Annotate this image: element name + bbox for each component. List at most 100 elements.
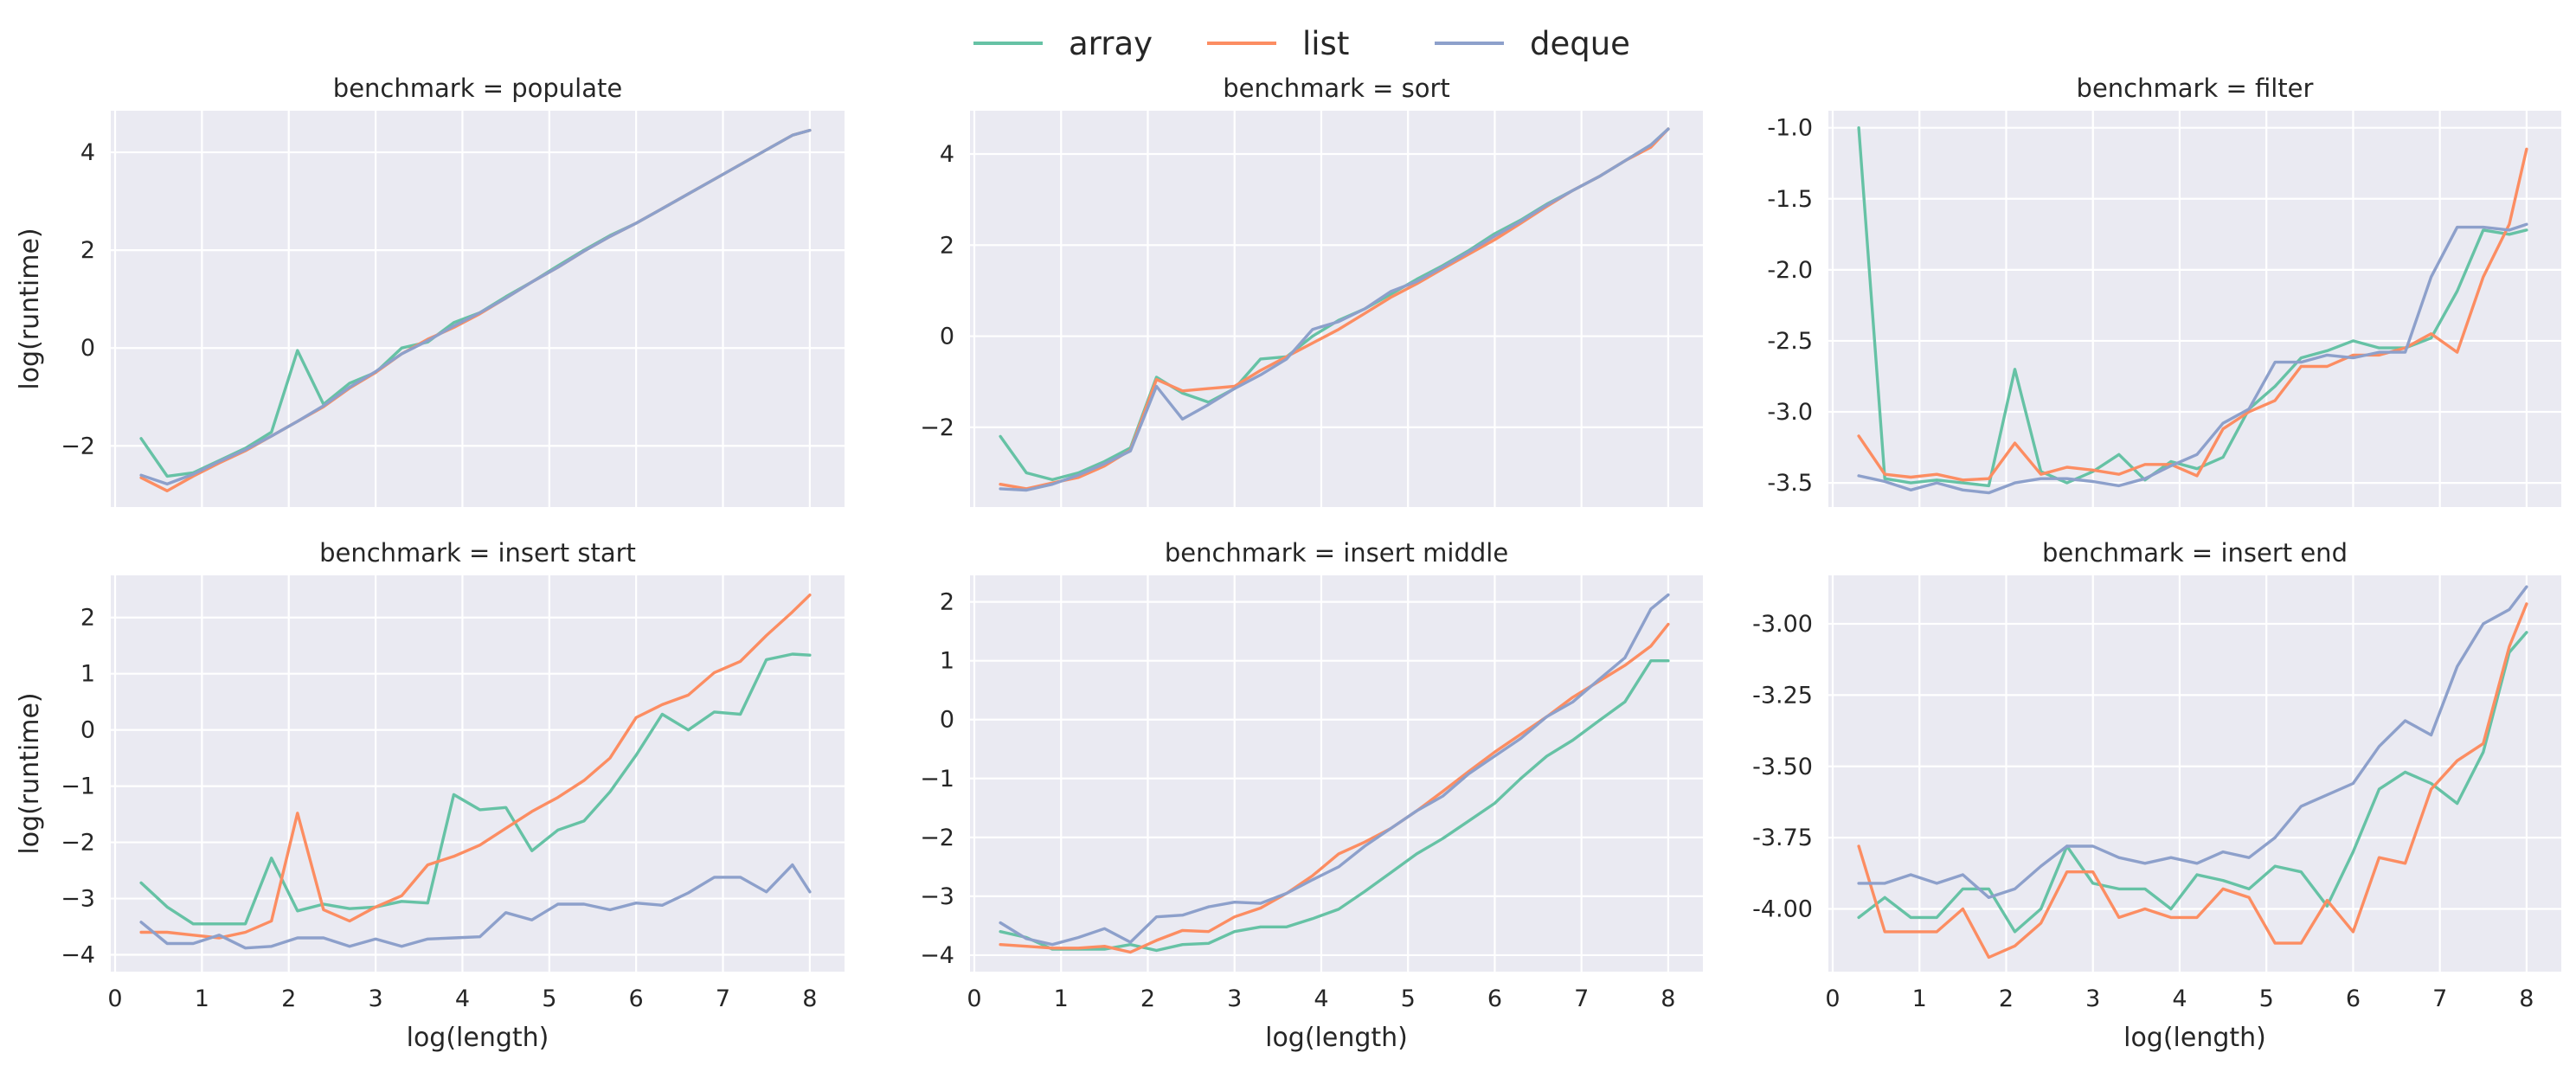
x-tick-label: 7	[716, 985, 730, 1012]
legend-item-array: array	[973, 25, 1153, 62]
x-tick-label: 3	[368, 985, 382, 1012]
y-tick-label: −1	[920, 766, 954, 793]
x-axis-label: log(length)	[407, 1023, 549, 1053]
y-tick-label: -3.5	[1767, 470, 1813, 497]
panel-title: benchmark = populate	[333, 74, 622, 103]
series-line-deque	[1857, 222, 2528, 495]
y-tick-label: −2	[920, 414, 954, 441]
x-tick-label: 5	[1401, 985, 1416, 1012]
panel-title: benchmark = insert end	[2042, 538, 2348, 568]
panel-filter: benchmark = filter -3.5 -3.0 -2.5 -2.0 -1.5 -1…	[1767, 74, 2561, 507]
y-tick-label: 1	[80, 661, 95, 688]
series-line-deque	[999, 593, 1670, 947]
y-tick-label: -3.25	[1752, 682, 1813, 709]
panel-insert-end: benchmark = insert end -4.00 -3.75 -3.50 -3.…	[1752, 538, 2561, 1053]
x-tick-label: 7	[2432, 985, 2447, 1012]
panel-populate: benchmark = populate −2 0 2 4 log(runtime)	[15, 74, 845, 507]
panel-title: benchmark = sort	[1223, 74, 1450, 103]
x-tick-label: 5	[2259, 985, 2274, 1012]
y-tick-label: 2	[940, 232, 954, 259]
y-tick-label: -2.5	[1767, 328, 1813, 355]
series-line-list	[139, 594, 812, 940]
x-tick-label: 4	[2172, 985, 2187, 1012]
x-tick-label: 0	[1825, 985, 1840, 1012]
y-tick-label: 0	[80, 335, 95, 362]
y-tick-label: 4	[80, 139, 95, 166]
y-tick-label: 0	[940, 324, 954, 350]
y-tick-label: −2	[920, 825, 954, 851]
x-tick-label: 0	[967, 985, 981, 1012]
series-line-deque	[139, 128, 812, 486]
panel-insert-start: benchmark = insert start −4 −3 −2 −1 0 1 2 0 1 2 3 4…	[15, 538, 845, 1053]
y-tick-label: -1.0	[1767, 115, 1813, 142]
x-tick-label: 0	[107, 985, 122, 1012]
x-axis-label: log(length)	[2123, 1023, 2266, 1053]
panel-title: benchmark = insert middle	[1165, 538, 1508, 568]
y-tick-label: -1.5	[1767, 186, 1813, 213]
x-tick-label: 3	[1227, 985, 1242, 1012]
plot-area	[111, 575, 845, 972]
x-tick-label: 1	[1054, 985, 1069, 1012]
legend-item-deque: deque	[1435, 25, 1630, 62]
panel-sort: benchmark = sort −2 0 2 4	[920, 74, 1703, 507]
y-tick-label: -3.75	[1752, 825, 1813, 851]
x-tick-label: 6	[629, 985, 644, 1012]
x-tick-label: 4	[455, 985, 470, 1012]
panel-title: benchmark = insert start	[319, 538, 636, 568]
y-tick-label: -3.50	[1752, 754, 1813, 780]
y-tick-label: -2.0	[1767, 257, 1813, 284]
y-tick-label: -3.00	[1752, 611, 1813, 638]
y-tick-label: 2	[80, 605, 95, 632]
panel-insert-middle: benchmark = insert middle −4 −3 −2 −1 0 1 2 0 1 2 3…	[920, 538, 1703, 1053]
chart-panels: benchmark = populate−2024log(runtime)ben…	[15, 74, 2561, 1053]
y-tick-label: −2	[61, 830, 95, 857]
y-tick-label: -3.0	[1767, 399, 1813, 426]
x-tick-label: 2	[1140, 985, 1155, 1012]
series-line-deque	[999, 127, 1670, 492]
x-tick-label: 1	[195, 985, 209, 1012]
series-line-array	[139, 652, 812, 926]
series-line-list	[1857, 147, 2528, 482]
x-tick-label: 8	[1661, 985, 1675, 1012]
legend-label-list: list	[1302, 25, 1349, 62]
legend-item-list: list	[1207, 25, 1349, 62]
x-tick-label: 6	[1487, 985, 1502, 1012]
plot-area	[970, 575, 1703, 972]
y-tick-label: −4	[920, 942, 954, 969]
y-tick-label: 1	[940, 648, 954, 675]
y-tick-label: −3	[61, 886, 95, 913]
y-axis-label: log(runtime)	[15, 692, 45, 854]
plot-area	[1828, 111, 2561, 507]
x-tick-label: 8	[802, 985, 817, 1012]
x-tick-label: 2	[1999, 985, 2014, 1012]
y-axis-label: log(runtime)	[15, 228, 45, 389]
x-tick-label: 6	[2346, 985, 2361, 1012]
plot-area	[970, 111, 1703, 507]
y-tick-label: −2	[61, 433, 95, 459]
y-tick-label: 0	[80, 717, 95, 744]
y-tick-label: −1	[61, 774, 95, 800]
x-tick-label: 8	[2519, 985, 2534, 1012]
y-tick-label: −4	[61, 942, 95, 969]
x-tick-label: 7	[1574, 985, 1589, 1012]
series-line-array	[1857, 631, 2528, 934]
plot-area	[111, 111, 845, 507]
legend-label-array: array	[1069, 25, 1153, 62]
legend-label-deque: deque	[1530, 25, 1630, 62]
panel-title: benchmark = filter	[2077, 74, 2314, 103]
series-line-array	[1857, 125, 2528, 488]
y-tick-label: -4.00	[1752, 896, 1813, 923]
x-tick-label: 5	[542, 985, 556, 1012]
x-tick-label: 1	[1912, 985, 1927, 1012]
y-tick-label: 0	[940, 707, 954, 734]
series-line-list	[1857, 602, 2528, 960]
y-tick-label: 2	[940, 589, 954, 616]
x-tick-label: 3	[2085, 985, 2100, 1012]
x-axis-label: log(length)	[1265, 1023, 1408, 1053]
x-tick-label: 2	[281, 985, 296, 1012]
legend: array list deque	[973, 25, 1630, 62]
x-tick-label: 4	[1314, 985, 1328, 1012]
y-tick-label: 2	[80, 237, 95, 264]
series-line-list	[999, 622, 1670, 954]
